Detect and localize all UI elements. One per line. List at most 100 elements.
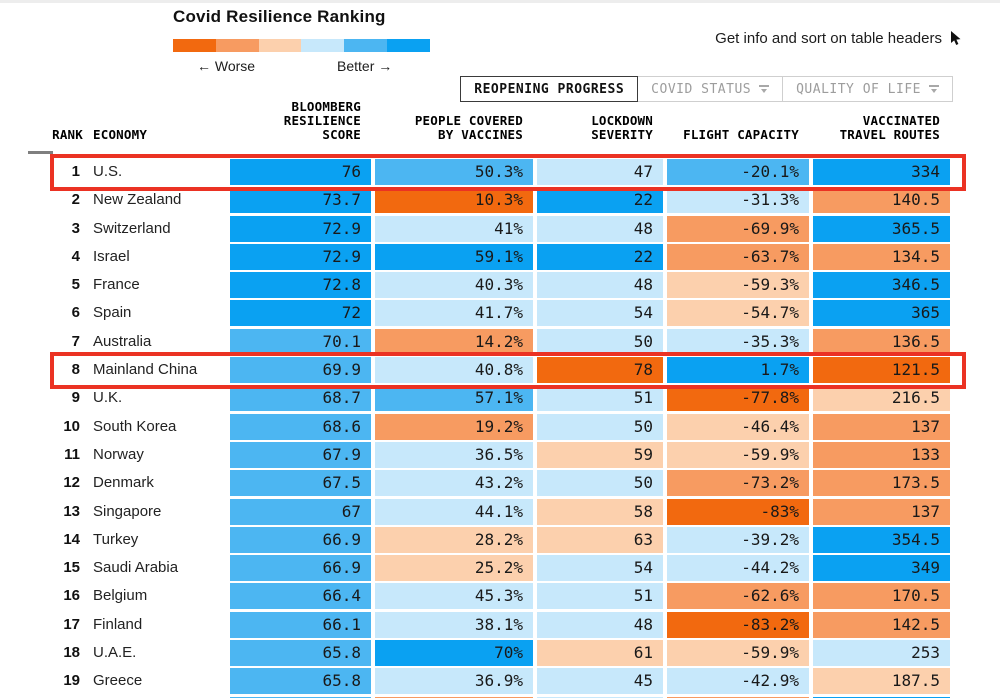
rank-cell: 18 (63, 644, 80, 662)
table-row-belgium[interactable]: 16 Belgium 66.4 45.3% 51 -62.6% 170.5 (28, 583, 950, 610)
economy-cell: Spain (93, 304, 132, 322)
flight-cell: -59.9% (667, 640, 809, 667)
lockdown-cell: 59 (537, 441, 663, 468)
score-cell: 76 (230, 159, 371, 185)
score-cell: 68.7 (230, 385, 371, 412)
table-row-turkey[interactable]: 14 Turkey 66.9 28.2% 63 -39.2% 354.5 (28, 526, 950, 553)
header-lockdown-severity[interactable]: LOCKDOWN SEVERITY (537, 114, 663, 142)
score-cell: 73.7 (230, 187, 371, 214)
vaccines-cell: 28.2% (375, 526, 533, 553)
vaccines-cell: 43.2% (375, 470, 533, 497)
score-cell: 72.8 (230, 272, 371, 299)
table-row-u-k-[interactable]: 9 U.K. 68.7 57.1% 51 -77.8% 216.5 (28, 385, 950, 412)
lockdown-cell: 50 (537, 470, 663, 497)
header-rank[interactable]: RANK (28, 128, 85, 142)
vaccines-cell: 40.3% (375, 272, 533, 299)
vaccines-cell: 44.1% (375, 498, 533, 525)
lockdown-cell: 61 (537, 640, 663, 667)
table-row-south-korea[interactable]: 10 South Korea 68.6 19.2% 50 -46.4% 137 (28, 413, 950, 440)
table-row-spain[interactable]: 6 Spain 72 41.7% 54 -54.7% 365 (28, 300, 950, 327)
table-row-saudi-arabia[interactable]: 15 Saudi Arabia 66.9 25.2% 54 -44.2% 349 (28, 555, 950, 582)
routes-cell: 137 (813, 413, 950, 440)
table-row-new-zealand[interactable]: 2 New Zealand 73.7 10.3% 22 -31.3% 140.5 (28, 187, 950, 214)
table-row-u-s-[interactable]: 1 U.S. 76 50.3% 47 -20.1% 334 (28, 154, 966, 191)
header-economy[interactable]: ECONOMY (85, 128, 230, 142)
filter-dropdown-icon[interactable] (759, 85, 770, 93)
rank-cell: 12 (63, 474, 80, 492)
header-line: TRAVEL ROUTES (839, 127, 940, 142)
header-line: LOCKDOWN (591, 113, 653, 128)
table-row-australia[interactable]: 7 Australia 70.1 14.2% 50 -35.3% 136.5 (28, 328, 950, 355)
lockdown-cell: 45 (537, 668, 663, 695)
flight-cell: -62.6% (667, 583, 809, 610)
flight-cell: -83% (667, 498, 809, 525)
tab-reopening-progress[interactable]: REOPENING PROGRESS (460, 76, 639, 102)
top-divider (0, 0, 1000, 3)
header-line: ECONOMY (93, 127, 148, 142)
flight-cell: -20.1% (667, 159, 809, 185)
table-row-switzerland[interactable]: 3 Switzerland 72.9 41% 48 -69.9% 365.5 (28, 215, 950, 242)
economy-cell: Greece (93, 672, 143, 690)
color-scale-legend (173, 39, 430, 52)
table-row-u-a-e-[interactable]: 18 U.A.E. 65.8 70% 61 -59.9% 253 (28, 640, 950, 667)
score-cell: 66.9 (230, 526, 371, 553)
vaccines-cell: 50.3% (375, 159, 533, 185)
score-cell: 65.8 (230, 668, 371, 695)
routes-cell: 170.5 (813, 583, 950, 610)
table-row-partial[interactable] (28, 696, 950, 698)
legend-swatch-6 (387, 39, 430, 52)
routes-cell: 140.5 (813, 187, 950, 214)
vaccines-cell: 36.9% (375, 668, 533, 695)
economy-cell: Mainland China (93, 361, 198, 379)
header-line: SEVERITY (591, 127, 653, 142)
routes-cell: 365.5 (813, 215, 950, 242)
rank-cell: 2 (71, 191, 80, 209)
table-row-israel[interactable]: 4 Israel 72.9 59.1% 22 -63.7% 134.5 (28, 243, 950, 270)
filter-dropdown-icon[interactable] (929, 85, 939, 93)
table-row-norway[interactable]: 11 Norway 67.9 36.5% 59 -59.9% 133 (28, 441, 950, 468)
header-vaccinated-routes[interactable]: VACCINATED TRAVEL ROUTES (813, 114, 950, 142)
vaccines-cell: 14.2% (375, 328, 533, 355)
page-title: Covid Resilience Ranking (173, 7, 386, 26)
flight-cell: -31.3% (667, 187, 809, 214)
legend-swatch-1 (173, 39, 216, 52)
rank-cell: 3 (71, 219, 80, 237)
table-row-finland[interactable]: 17 Finland 66.1 38.1% 48 -83.2% 142.5 (28, 611, 950, 638)
routes-cell: 334 (813, 159, 950, 185)
rank-cell: 14 (63, 530, 80, 548)
routes-cell: 354.5 (813, 526, 950, 553)
rank-cell: 6 (71, 304, 80, 322)
table-row-singapore[interactable]: 13 Singapore 67 44.1% 58 -83% 137 (28, 498, 950, 525)
table-row-france[interactable]: 5 France 72.8 40.3% 48 -59.3% 346.5 (28, 272, 950, 299)
tab-label: QUALITY OF LIFE (796, 81, 921, 97)
rank-cell: 9 (71, 389, 80, 407)
table-row-greece[interactable]: 19 Greece 65.8 36.9% 45 -42.9% 187.5 (28, 668, 950, 695)
routes-cell: 121.5 (813, 357, 950, 384)
sort-hint: Get info and sort on table headers (715, 30, 962, 47)
legend-swatch-2 (215, 39, 259, 52)
click-hand-icon (949, 31, 962, 46)
rank-cell: 10 (63, 417, 80, 435)
tab-label: REOPENING PROGRESS (474, 81, 625, 97)
table-row-mainland-china[interactable]: 8 Mainland China 69.9 40.8% 78 1.7% 121.5 (28, 352, 966, 390)
vaccines-cell: 41.7% (375, 300, 533, 327)
lockdown-cell: 63 (537, 526, 663, 553)
lockdown-cell: 48 (537, 611, 663, 638)
sort-hint-text: Get info and sort on table headers (715, 30, 942, 47)
header-resilience-score[interactable]: BLOOMBERG RESILIENCE SCORE (230, 100, 371, 142)
tab-covid-status[interactable]: COVID STATUS (637, 76, 784, 102)
flight-cell: -59.3% (667, 272, 809, 299)
economy-cell: Denmark (93, 474, 154, 492)
header-people-covered[interactable]: PEOPLE COVERED BY VACCINES (375, 114, 533, 142)
routes-cell: 142.5 (813, 611, 950, 638)
flight-cell: -69.9% (667, 215, 809, 242)
economy-cell: France (93, 276, 140, 294)
table-row-denmark[interactable]: 12 Denmark 67.5 43.2% 50 -73.2% 173.5 (28, 470, 950, 497)
rank-cell: 8 (71, 361, 80, 379)
header-flight-capacity[interactable]: FLIGHT CAPACITY (667, 128, 809, 142)
score-cell: 68.6 (230, 413, 371, 440)
economy-cell: Saudi Arabia (93, 559, 179, 577)
economy-cell: Singapore (93, 502, 162, 520)
tab-quality-of-life[interactable]: QUALITY OF LIFE (782, 76, 953, 102)
